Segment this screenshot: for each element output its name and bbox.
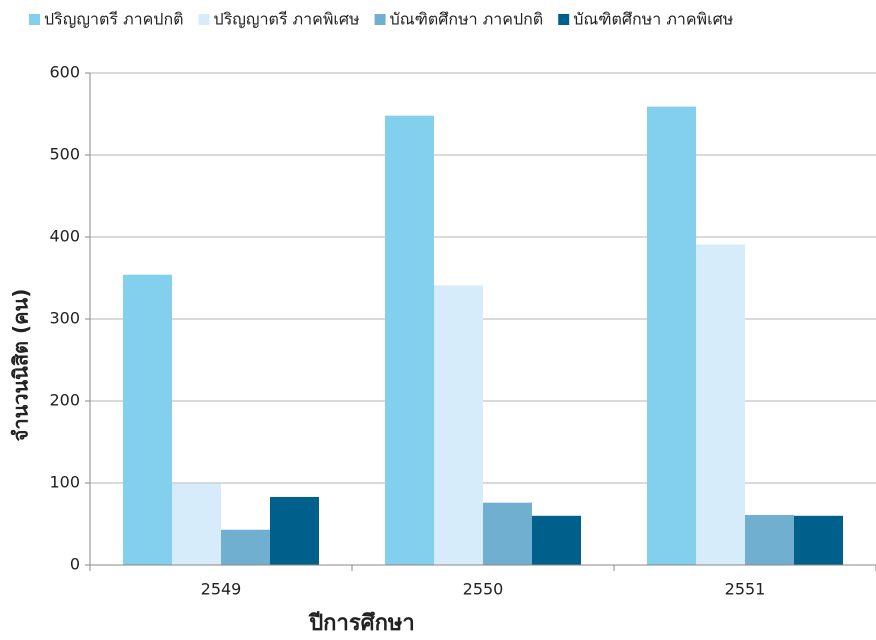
y-tick-label: 100 [49, 473, 80, 492]
legend-label: บัณฑิตศึกษา ภาคปกติ [390, 10, 544, 29]
legend-swatch [374, 14, 386, 25]
y-tick-label: 200 [49, 391, 80, 410]
y-tick-label: 0 [70, 555, 80, 574]
y-tick-label: 400 [49, 227, 80, 246]
bar [221, 529, 270, 565]
y-axis-label: จำนวนนิสิต (คน) [9, 289, 33, 442]
bar [483, 502, 532, 565]
bar [696, 244, 745, 565]
bar [794, 515, 843, 565]
bar [385, 115, 434, 565]
bar [532, 515, 581, 565]
x-axis-label: ปีการศึกษา [308, 611, 415, 636]
bar [745, 514, 794, 565]
y-tick-label: 300 [49, 309, 80, 328]
y-tick-label: 600 [49, 63, 80, 82]
bar [647, 106, 696, 566]
bar [172, 483, 221, 565]
legend-swatch [558, 14, 570, 25]
x-tick-label: 2550 [463, 580, 504, 599]
legend-swatch [29, 14, 40, 25]
y-tick-label: 500 [49, 145, 80, 164]
bar [123, 274, 172, 565]
bar [434, 285, 483, 565]
legend-swatch [198, 14, 210, 25]
x-tick-label: 2551 [725, 580, 766, 599]
legend-label: บัณฑิตศึกษา ภาคพิเศษ [573, 10, 733, 29]
bar [270, 496, 319, 565]
x-tick-label: 2549 [201, 580, 242, 599]
legend-label: ปริญญาตรี ภาคปกติ [44, 10, 184, 29]
legend-label: ปริญญาตรี ภาคพิเศษ [214, 10, 360, 29]
